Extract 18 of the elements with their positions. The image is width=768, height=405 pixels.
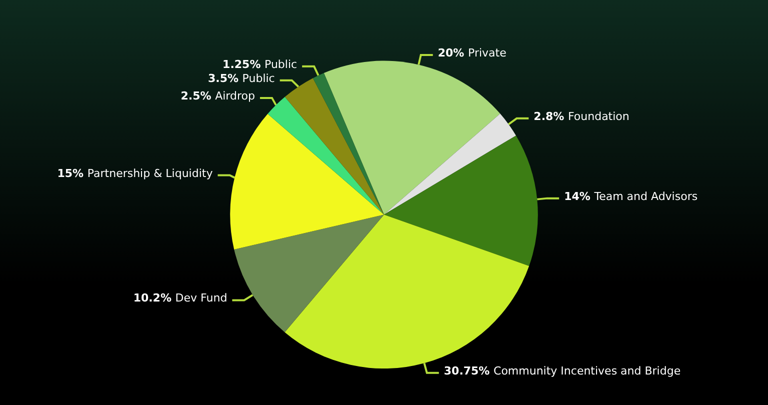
slice-label: Airdrop	[215, 89, 255, 102]
data-label: 20%	[438, 46, 464, 60]
slice-label: Private	[468, 46, 507, 60]
slice-label: Community Incentives and Bridge	[494, 364, 681, 378]
data-label: 1.25%	[222, 58, 261, 71]
data-label: 2.8%	[534, 110, 564, 123]
data-label: 30.75%	[444, 364, 490, 378]
data-label: 10.2%	[133, 292, 172, 305]
slice-label: Partnership & Liquidity	[87, 166, 214, 180]
slice-label: Dev Fund	[175, 292, 228, 305]
data-label: 15%	[57, 166, 84, 180]
data-label: 2.5%	[180, 89, 212, 102]
slice-label: Public	[242, 72, 275, 85]
slice-label: Team and Advisors	[593, 190, 698, 203]
slice-label: Public	[264, 58, 298, 71]
data-label: 3.5%	[208, 72, 238, 85]
slice-label: Foundation	[568, 110, 630, 123]
data-label: 14%	[564, 190, 590, 203]
